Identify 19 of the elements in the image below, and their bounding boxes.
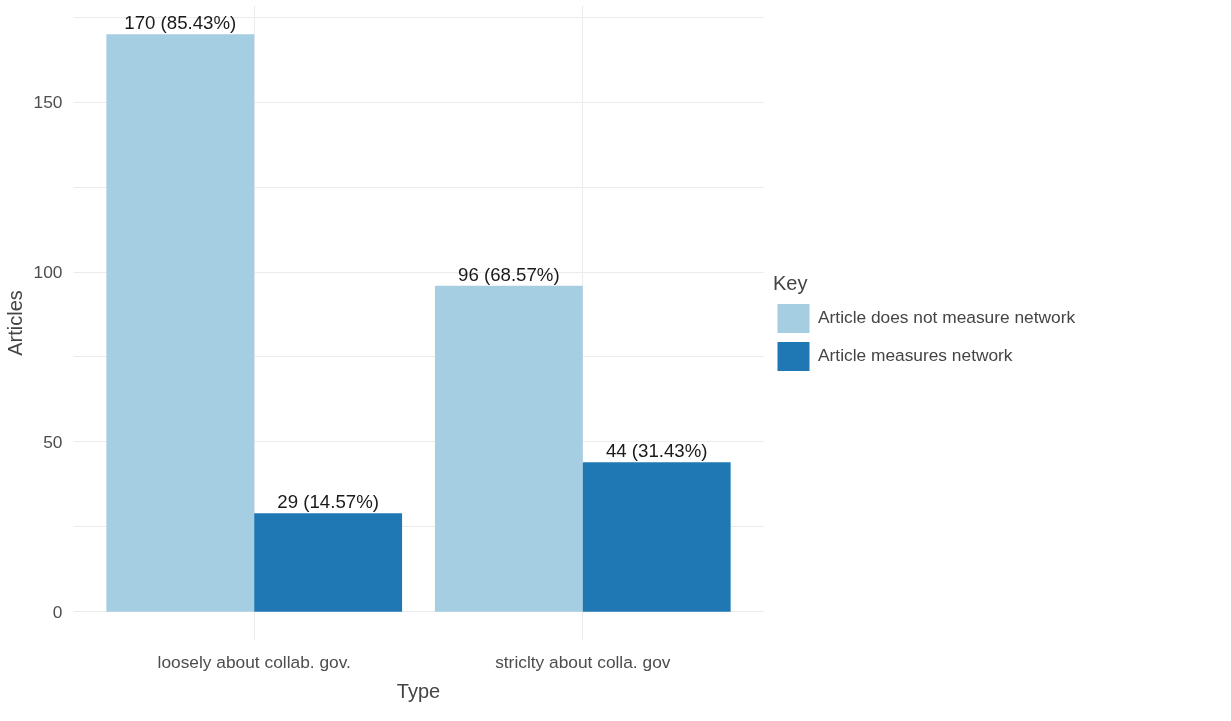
y-tick-label: 50 [43, 431, 63, 452]
x-axis-title: Type [396, 679, 441, 702]
bar [106, 34, 255, 612]
bar [582, 462, 731, 612]
bar [254, 513, 403, 612]
data-label: 44 (31.43%) [605, 440, 708, 462]
legend-title: Key [773, 271, 809, 295]
legend-label: Article measures network [818, 344, 1013, 367]
y-tick-label: 150 [33, 92, 63, 113]
x-tick-label: loosely about collab. gov. [157, 651, 351, 672]
data-label: 170 (85.43%) [124, 12, 237, 34]
y-tick-label: 100 [33, 262, 63, 283]
y-axis-title: Articles [3, 290, 26, 356]
data-label: 96 (68.57%) [458, 263, 560, 285]
x-tick-label: striclty about colla. gov [495, 651, 671, 672]
bar [434, 285, 583, 612]
y-tick-label: 0 [52, 601, 63, 622]
data-label: 29 (14.57%) [277, 491, 379, 513]
legend-label: Article does not measure network [818, 306, 1076, 329]
